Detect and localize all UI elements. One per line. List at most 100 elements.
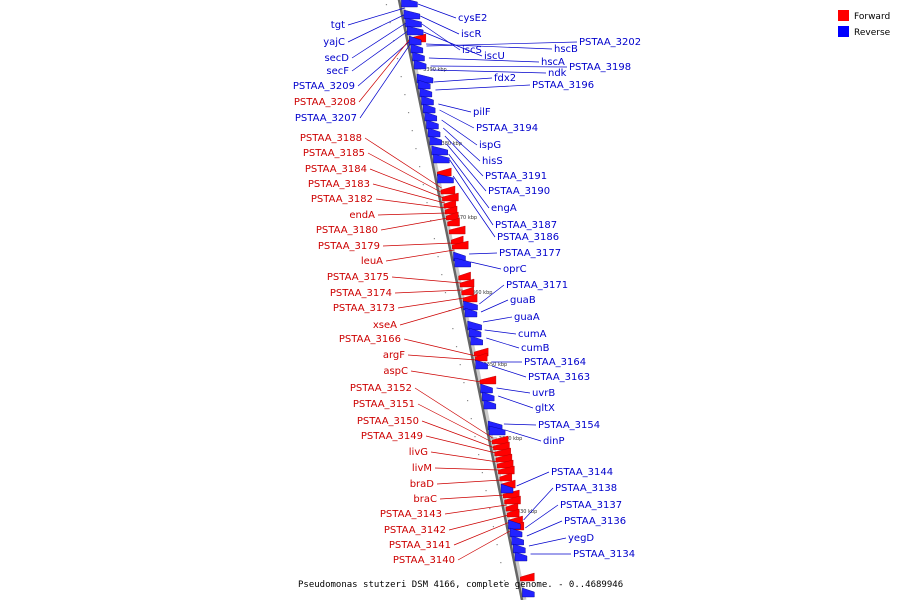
- gene-label-forward: PSTAA_3142: [384, 525, 446, 536]
- reverse-gene: [467, 320, 482, 331]
- forward-gene: [461, 286, 474, 296]
- gene-label-reverse: guaA: [514, 312, 540, 323]
- forward-gene: [474, 352, 488, 362]
- label-leader: [446, 143, 487, 192]
- gene-label-forward: PSTAA_3209: [293, 81, 355, 92]
- reverse-gene: [409, 35, 422, 46]
- reverse-gene: [483, 399, 497, 410]
- gene-label-reverse: PSTAA_3177: [499, 248, 561, 259]
- forward-gene: [448, 225, 466, 235]
- reverse-gene: [429, 135, 442, 146]
- label-leader: [482, 316, 513, 323]
- gene-label-reverse: iscS: [462, 45, 482, 56]
- position-dot: [426, 202, 428, 204]
- tick-label: 3380 kbp: [438, 141, 462, 147]
- label-leader: [449, 159, 494, 226]
- gene-label-reverse: iscU: [484, 51, 505, 62]
- forward-gene: [462, 293, 478, 303]
- forward-gene: [437, 167, 452, 177]
- label-leader: [439, 109, 475, 129]
- label-leader: [351, 21, 408, 59]
- label-leader: [426, 41, 578, 47]
- reverse-gene: [433, 153, 450, 164]
- forward-gene: [447, 217, 460, 227]
- gene-label-reverse: guaB: [510, 295, 536, 306]
- label-leader: [452, 175, 496, 238]
- reverse-gene: [470, 335, 483, 346]
- position-dot: [407, 112, 410, 114]
- gene-label-reverse: cumA: [518, 329, 547, 340]
- reverse-gene: [401, 0, 418, 8]
- gene-label-reverse: PSTAA_3190: [488, 186, 550, 197]
- label-leader: [480, 299, 509, 313]
- reverse-gene: [405, 17, 422, 28]
- position-dot: [503, 580, 506, 582]
- gene-label-reverse: PSTAA_3171: [506, 280, 568, 291]
- gene-label-forward: yajC: [323, 37, 345, 48]
- label-leader: [375, 198, 446, 209]
- position-dot: [444, 292, 447, 294]
- label-leader: [523, 487, 554, 521]
- position-dot: [463, 382, 465, 384]
- label-leader: [457, 529, 512, 561]
- position-dot: [481, 472, 483, 474]
- label-leader: [421, 23, 461, 51]
- label-leader: [391, 276, 462, 284]
- gene-label-reverse: ispG: [479, 140, 501, 151]
- position-dot: [404, 94, 406, 96]
- label-leader: [516, 471, 550, 487]
- position-dot: [411, 130, 413, 132]
- label-leader: [430, 65, 568, 68]
- position-dot: [500, 562, 502, 564]
- gene-label-forward: PSTAA_3151: [353, 399, 415, 410]
- forward-gene: [452, 240, 469, 250]
- label-leader: [426, 43, 553, 50]
- gene-label-forward: PSTAA_3174: [330, 288, 392, 299]
- reverse-gene: [514, 551, 528, 562]
- label-leader: [496, 387, 531, 394]
- position-dot: [478, 454, 480, 456]
- label-leader: [372, 183, 445, 204]
- position-dot: [474, 436, 476, 438]
- label-leader: [358, 37, 412, 103]
- label-leader: [433, 77, 493, 83]
- gene-label-reverse: cysE2: [458, 13, 487, 24]
- reverse-gene: [468, 327, 482, 338]
- gene-label-reverse: PSTAA_3202: [579, 37, 641, 48]
- forward-gene: [440, 185, 456, 195]
- gene-label-forward: PSTAA_3182: [311, 194, 373, 205]
- reverse-gene: [513, 543, 526, 554]
- position-dot: [422, 184, 424, 186]
- gene-label-forward: secD: [324, 53, 349, 64]
- label-leader: [357, 39, 412, 87]
- gene-label-reverse: yegD: [568, 533, 594, 544]
- position-dot: [470, 418, 472, 420]
- reverse-gene: [481, 391, 495, 402]
- label-leader: [377, 212, 447, 216]
- reverse-gene: [403, 9, 421, 20]
- gene-labels: tgt yajC secD secF PSTAA_3209 PSTAA_3208 PSTAA…: [293, 13, 641, 566]
- gene-label-reverse: fdx2: [494, 73, 516, 84]
- label-leader: [399, 305, 466, 326]
- label-leader: [444, 504, 507, 515]
- reverse-gene: [522, 587, 535, 598]
- label-leader: [444, 135, 484, 177]
- tick-label: 3350 kbp: [484, 362, 508, 368]
- gene-label-forward: PSTAA_3188: [300, 133, 362, 144]
- gene-label-reverse: PSTAA_3196: [532, 80, 594, 91]
- gene-label-forward: xseA: [373, 320, 397, 331]
- label-leader: [380, 217, 448, 231]
- label-leader: [438, 103, 472, 113]
- reverse-gene: [509, 527, 523, 538]
- position-dot: [467, 400, 469, 402]
- label-leader: [417, 3, 457, 19]
- reverse-gene: [500, 483, 514, 494]
- gene-label-forward: PSTAA_3175: [327, 272, 389, 283]
- gene-label-reverse: hscB: [554, 44, 578, 55]
- gene-label-reverse: PSTAA_3136: [564, 516, 626, 527]
- reverse-gene: [511, 535, 524, 546]
- gene-label-reverse: PSTAA_3187: [495, 220, 557, 231]
- position-dot: [400, 76, 402, 78]
- label-leader: [526, 520, 563, 537]
